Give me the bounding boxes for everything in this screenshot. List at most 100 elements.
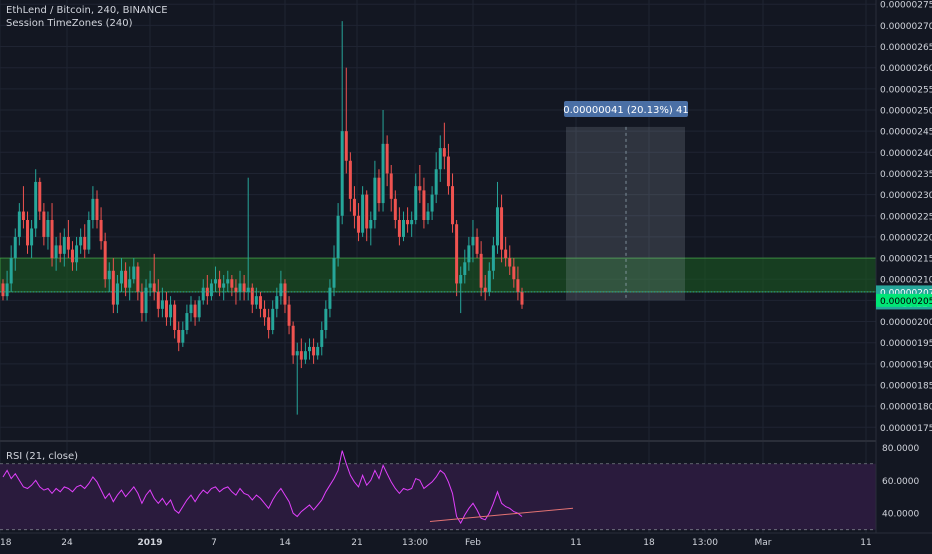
candle xyxy=(177,321,181,352)
measure-box xyxy=(566,126,685,301)
candle xyxy=(169,296,173,326)
price-tick-label: 0.00000190 xyxy=(880,360,932,370)
candle-body xyxy=(344,131,348,161)
candle xyxy=(83,224,87,259)
candle xyxy=(414,173,418,225)
candle xyxy=(120,258,124,292)
candle-body xyxy=(459,275,463,284)
candle-body xyxy=(410,220,414,225)
rsi-trendline xyxy=(429,507,574,522)
candle-body xyxy=(5,283,9,297)
candle-body xyxy=(385,143,389,174)
green-badge-bg xyxy=(876,293,932,307)
candles xyxy=(1,21,524,415)
candle-body xyxy=(58,245,62,254)
candle-body xyxy=(254,296,258,305)
rsi-tick-label: 60.0000 xyxy=(882,477,919,487)
time-tick-label: 21 xyxy=(351,538,362,548)
candle xyxy=(422,177,426,229)
candle xyxy=(21,186,25,229)
rsi-label[interactable]: RSI (21, close) xyxy=(6,451,79,462)
price-tick-label: 0.00000270 xyxy=(880,22,932,32)
candle-body xyxy=(520,291,524,305)
measure-label-bg xyxy=(564,101,688,117)
candle xyxy=(291,321,295,364)
candle-body xyxy=(475,236,479,254)
candle xyxy=(328,279,332,318)
candle-body xyxy=(508,258,512,267)
candle xyxy=(75,236,79,271)
candle-body xyxy=(324,308,328,330)
rsi-line xyxy=(2,450,523,525)
candle-body xyxy=(316,346,320,356)
candle xyxy=(238,270,242,301)
candle xyxy=(312,338,316,364)
candle-body xyxy=(124,270,128,288)
candle-body xyxy=(128,279,132,288)
time-axis-bg xyxy=(0,533,932,550)
candle-body xyxy=(234,287,238,292)
candle-body xyxy=(389,173,393,199)
candle xyxy=(185,304,189,335)
price-tick-label: 0.00000225 xyxy=(880,212,932,222)
candle xyxy=(410,211,414,237)
candle-body xyxy=(512,266,516,280)
candle xyxy=(451,173,455,233)
candle-body xyxy=(471,236,475,246)
candle-body xyxy=(446,156,450,187)
candle-body xyxy=(70,249,74,263)
candle xyxy=(406,207,410,233)
candle xyxy=(508,245,512,275)
indicator-label[interactable]: Session TimeZones (240) xyxy=(6,18,133,29)
candle xyxy=(209,279,213,301)
candle xyxy=(95,190,99,229)
candle-body xyxy=(283,283,287,305)
candle-body xyxy=(279,283,283,297)
candle-body xyxy=(357,215,361,233)
candle-body xyxy=(291,325,295,356)
candle xyxy=(173,300,177,339)
candle xyxy=(79,228,83,254)
candle-body xyxy=(181,330,185,343)
candle-body xyxy=(95,198,99,220)
candle xyxy=(66,220,70,259)
candle-body xyxy=(9,258,13,284)
candle-body xyxy=(422,190,426,220)
candle xyxy=(128,266,132,301)
candle-body xyxy=(201,287,205,301)
candle xyxy=(62,228,66,267)
candle-body xyxy=(299,351,303,360)
candle-body xyxy=(397,220,401,237)
candle-body xyxy=(160,300,164,309)
candle-body xyxy=(332,258,336,288)
price-axis: 0.00000275 0.00000270 0.00000265 0.00000260… xyxy=(875,0,932,550)
symbol-title[interactable]: EthLend / Bitcoin, 240, BINANCE xyxy=(6,5,168,16)
candle-body xyxy=(66,236,70,250)
candle xyxy=(144,279,148,322)
candle xyxy=(287,296,291,335)
candle-body xyxy=(79,236,83,246)
price-tick-label: 0.00000260 xyxy=(880,64,932,74)
candle xyxy=(324,300,328,339)
candle-body xyxy=(75,245,79,263)
candle xyxy=(107,262,111,292)
candle xyxy=(17,203,21,246)
candle-body xyxy=(148,283,152,288)
candle xyxy=(348,152,352,212)
candle-body xyxy=(54,245,58,259)
candle xyxy=(369,211,373,246)
price-tick-label: 0.00000245 xyxy=(880,128,932,138)
candle-body xyxy=(242,283,246,292)
candle-body xyxy=(434,169,438,195)
price-tick-label: 0.00000195 xyxy=(880,339,932,349)
price-tick-label: 0.00000180 xyxy=(880,403,932,413)
candle xyxy=(197,296,201,322)
candle-body xyxy=(21,211,25,220)
candle-body xyxy=(115,283,119,305)
candle-body xyxy=(177,330,181,343)
candle-body xyxy=(156,291,160,309)
candle-body xyxy=(193,304,197,318)
chart-legend: EthLend / Bitcoin, 240, BINANCE Session … xyxy=(6,4,168,30)
